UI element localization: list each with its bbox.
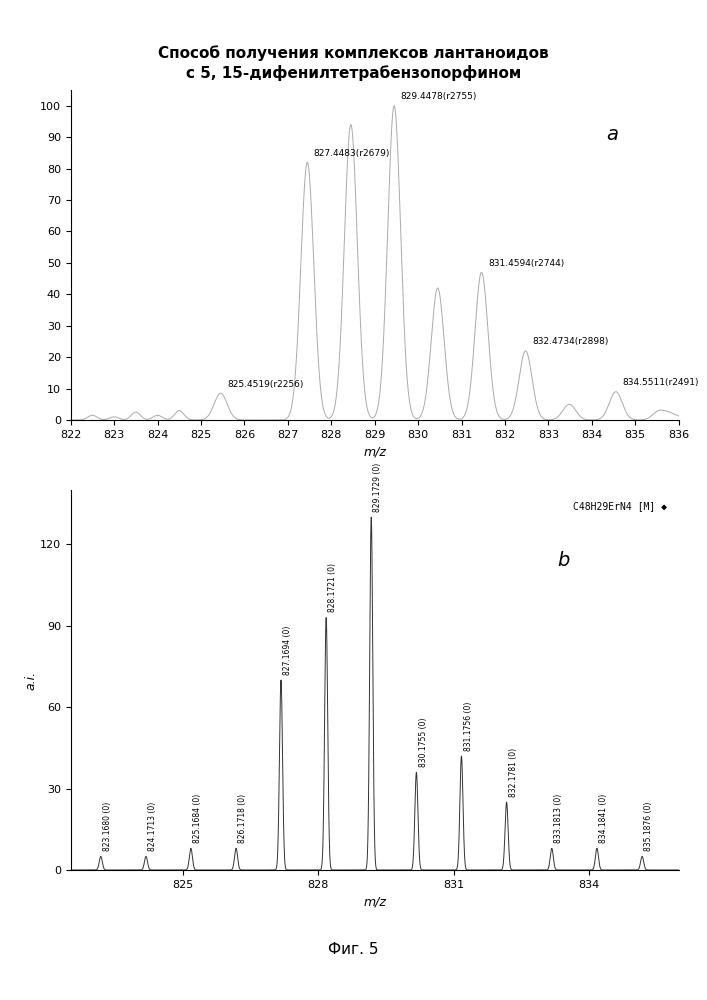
Text: 829.1729 (0): 829.1729 (0): [373, 462, 382, 512]
X-axis label: m/z: m/z: [363, 895, 386, 908]
Text: 829.4478(r2755): 829.4478(r2755): [401, 92, 477, 101]
Y-axis label: a.i.: a.i.: [24, 670, 37, 690]
Text: 827.4483(r2679): 827.4483(r2679): [314, 149, 390, 158]
Text: 834.1841 (0): 834.1841 (0): [600, 794, 608, 843]
Text: с 5, 15-дифенилтетрабензопорфином: с 5, 15-дифенилтетрабензопорфином: [186, 65, 521, 81]
Text: a: a: [606, 125, 618, 144]
Text: Способ получения комплексов лантаноидов: Способ получения комплексов лантаноидов: [158, 45, 549, 61]
Text: 827.1694 (0): 827.1694 (0): [284, 625, 292, 675]
Text: 834.5511(r2491): 834.5511(r2491): [622, 378, 699, 387]
Text: 830.1755 (0): 830.1755 (0): [419, 717, 428, 767]
Text: 831.1756 (0): 831.1756 (0): [464, 701, 473, 751]
Text: 828.1721 (0): 828.1721 (0): [329, 563, 337, 612]
Text: 825.4519(r2256): 825.4519(r2256): [227, 380, 303, 389]
Text: b: b: [557, 551, 570, 570]
Text: 833.1813 (0): 833.1813 (0): [554, 794, 563, 843]
X-axis label: m/z: m/z: [363, 445, 386, 458]
Text: 831.4594(r2744): 831.4594(r2744): [488, 259, 564, 268]
Text: 825.1684 (0): 825.1684 (0): [193, 794, 202, 843]
Text: Фиг. 5: Фиг. 5: [328, 942, 379, 958]
Text: 823.1680 (0): 823.1680 (0): [103, 802, 112, 851]
Text: 824.1713 (0): 824.1713 (0): [148, 802, 157, 851]
Text: 835.1876 (0): 835.1876 (0): [644, 802, 653, 851]
Text: 832.1781 (0): 832.1781 (0): [509, 748, 518, 797]
Text: 832.4734(r2898): 832.4734(r2898): [532, 337, 609, 346]
Text: 826.1718 (0): 826.1718 (0): [238, 794, 247, 843]
Text: C48H29ErN4 [M] ◆: C48H29ErN4 [M] ◆: [573, 501, 667, 511]
